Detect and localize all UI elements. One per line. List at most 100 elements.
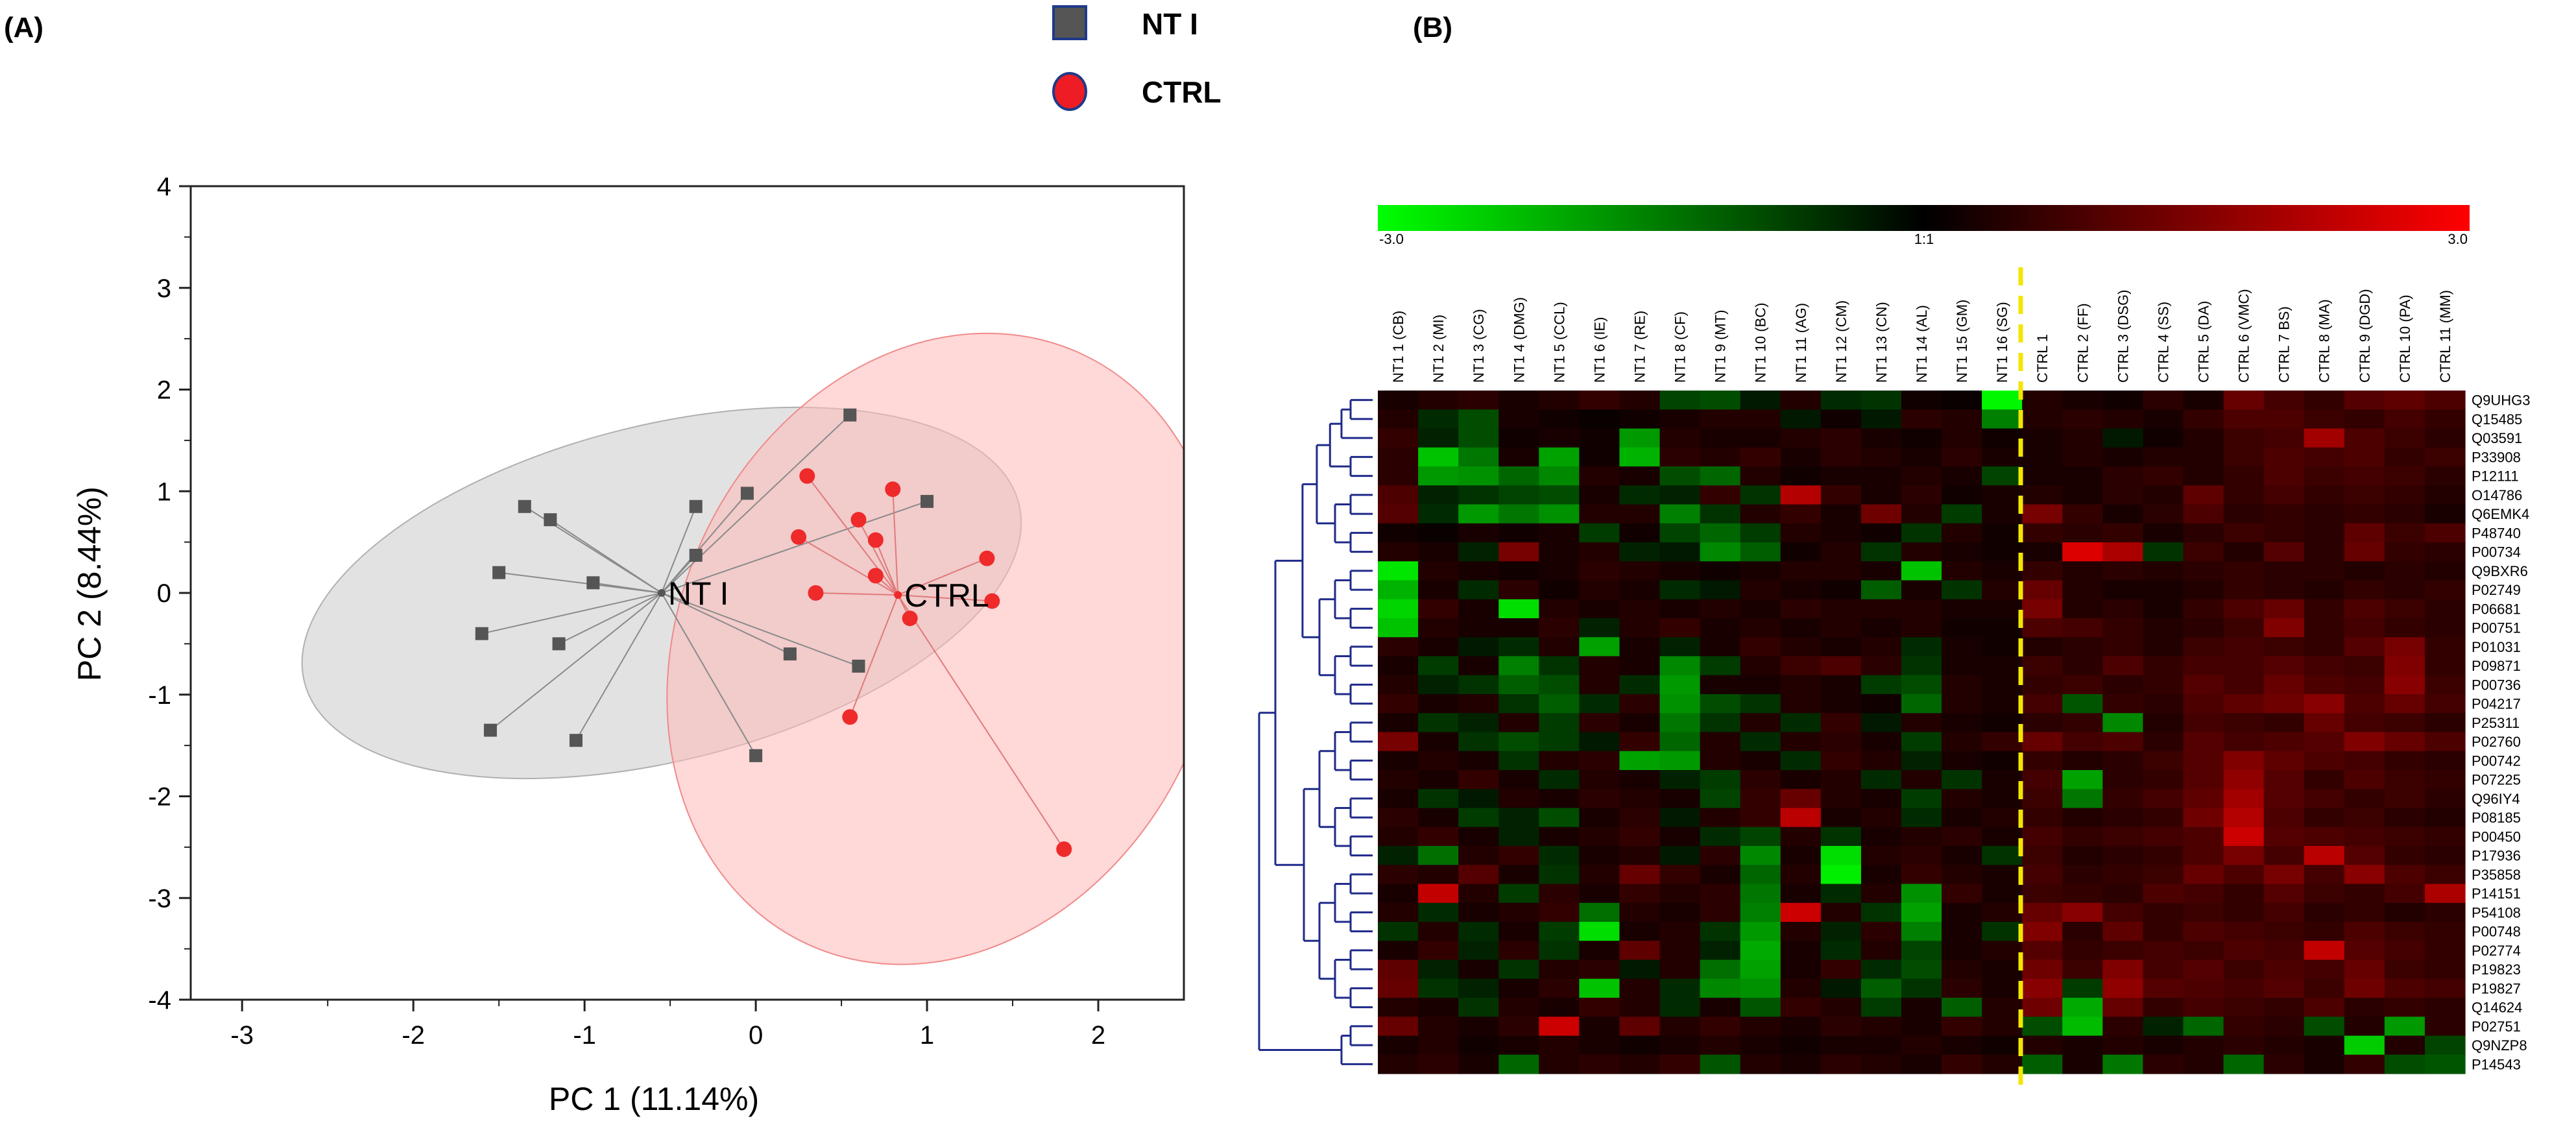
- heatmap-cell: [1619, 504, 1661, 524]
- heatmap-cell: [1539, 732, 1580, 752]
- heatmap-cell: [1619, 656, 1661, 676]
- heatmap-cell: [1499, 1035, 1539, 1055]
- nt-data-point: [689, 549, 703, 562]
- heatmap-cell: [1619, 1017, 1661, 1037]
- heatmap-cell: [1499, 391, 1539, 410]
- heatmap-cell: [2143, 523, 2184, 543]
- heatmap-cell: [1780, 466, 1822, 486]
- heatmap-cell: [2102, 618, 2143, 638]
- heatmap-cell: [1579, 808, 1620, 828]
- nt-data-point: [689, 500, 703, 513]
- heatmap-cell: [1700, 409, 1741, 429]
- heatmap-cell: [2062, 789, 2103, 809]
- heatmap-cell: [1901, 846, 1942, 865]
- heatmap-cell: [1659, 808, 1701, 828]
- heatmap-row-label: Q9UHG3: [2472, 392, 2530, 409]
- heatmap-cell: [1942, 713, 1982, 733]
- heatmap-cell: [1378, 428, 1419, 448]
- heatmap-cell: [2223, 978, 2265, 998]
- heatmap-cell: [1860, 561, 1902, 581]
- heatmap-cell: [1659, 599, 1701, 619]
- heatmap-cell: [2263, 580, 2305, 600]
- heatmap-cell: [2263, 978, 2305, 998]
- heatmap-cell: [2424, 561, 2466, 581]
- spoke-line: [575, 592, 662, 741]
- spoke-line: [897, 594, 1065, 850]
- heatmap-cell: [1418, 428, 1459, 448]
- heatmap-cell: [1458, 978, 1499, 998]
- heatmap-cell: [2183, 941, 2224, 961]
- heatmap-cell: [2384, 447, 2426, 467]
- heatmap-cell: [1499, 732, 1539, 752]
- heatmap-cell: [2384, 998, 2426, 1017]
- heatmap-cell: [1378, 978, 1419, 998]
- heatmap-cell: [1418, 580, 1459, 600]
- heatmap-cell: [1820, 580, 1862, 600]
- heatmap-cell: [2183, 391, 2224, 410]
- heatmap-cell: [1901, 770, 1942, 790]
- heatmap-cell: [2022, 618, 2063, 638]
- heatmap-cell: [2062, 826, 2103, 847]
- heatmap-cell: [1901, 732, 1942, 752]
- heatmap-cell: [1458, 391, 1499, 410]
- heatmap-cell: [2304, 466, 2345, 486]
- heatmap-cell: [2223, 409, 2265, 429]
- heatmap-cell: [2424, 789, 2466, 809]
- heatmap-cell: [2223, 428, 2265, 448]
- heatmap-cell: [1659, 391, 1701, 410]
- heatmap-cell: [2183, 542, 2224, 562]
- heatmap-cell: [1499, 656, 1539, 676]
- heatmap-row-label: P00450: [2472, 828, 2521, 845]
- heatmap-cell: [2062, 675, 2103, 695]
- heatmap-cell: [1982, 998, 2023, 1017]
- heatmap-column-label: NT1 5 (CCL): [1551, 302, 1567, 383]
- heatmap-cell: [1659, 922, 1701, 941]
- heatmap-cell: [2223, 884, 2265, 904]
- heatmap-cell: [1901, 1054, 1942, 1074]
- heatmap-cell: [1780, 542, 1822, 562]
- heatmap-cell: [1539, 428, 1580, 448]
- heatmap-cell: [2263, 732, 2305, 752]
- heatmap-cell: [2304, 618, 2345, 638]
- heatmap-cell: [1740, 466, 1781, 486]
- heatmap-cell: [2062, 542, 2103, 562]
- heatmap-cell: [1901, 409, 1942, 429]
- heatmap-column-label: NT1 16 (SG): [1994, 302, 2010, 383]
- heatmap-cell: [2223, 1035, 2265, 1055]
- heatmap-cell: [1499, 884, 1539, 904]
- heatmap-cell: [2143, 599, 2184, 619]
- heatmap-cell: [1820, 789, 1862, 809]
- heatmap-cell: [1901, 826, 1942, 847]
- heatmap-cell: [2384, 884, 2426, 904]
- centroid-label: NT I: [668, 575, 729, 612]
- heatmap-cell: [1539, 675, 1580, 695]
- heatmap-cell: [1539, 656, 1580, 676]
- heatmap-column-label: NT1 2 (MI): [1430, 315, 1447, 383]
- heatmap-cell: [2223, 656, 2265, 676]
- heatmap-cell: [1418, 884, 1459, 904]
- heatmap-cell: [2183, 599, 2224, 619]
- heatmap-cell: [1700, 808, 1741, 828]
- heatmap-cell: [1820, 466, 1862, 486]
- heatmap-cell: [2022, 675, 2063, 695]
- heatmap-cell: [2344, 789, 2385, 809]
- heatmap-cell: [1942, 770, 1982, 790]
- heatmap-cell: [1619, 542, 1661, 562]
- heatmap-cell: [1418, 732, 1459, 752]
- heatmap-cell: [1700, 618, 1741, 638]
- heatmap-cell: [1659, 884, 1701, 904]
- x-tick-label: -2: [402, 1021, 425, 1050]
- heatmap-cell: [1982, 789, 2023, 809]
- heatmap-cell: [2304, 713, 2345, 733]
- heatmap-cell: [2022, 884, 2063, 904]
- heatmap-chart: -3.0 1:1 3.0 NT1 1 (CB) NT1 2 (MI) NT1 3 (…: [1258, 205, 2530, 1090]
- heatmap-cell: [1982, 656, 2023, 676]
- heatmap-cell: [1418, 941, 1459, 961]
- heatmap-cell: [2384, 466, 2426, 486]
- heatmap-cell: [1740, 580, 1781, 600]
- heatmap-cell: [1499, 941, 1539, 961]
- heatmap-cell: [2183, 656, 2224, 676]
- heatmap-cell: [1901, 618, 1942, 638]
- y-tick-label: 3: [157, 274, 171, 303]
- heatmap-cell: [2263, 1035, 2305, 1055]
